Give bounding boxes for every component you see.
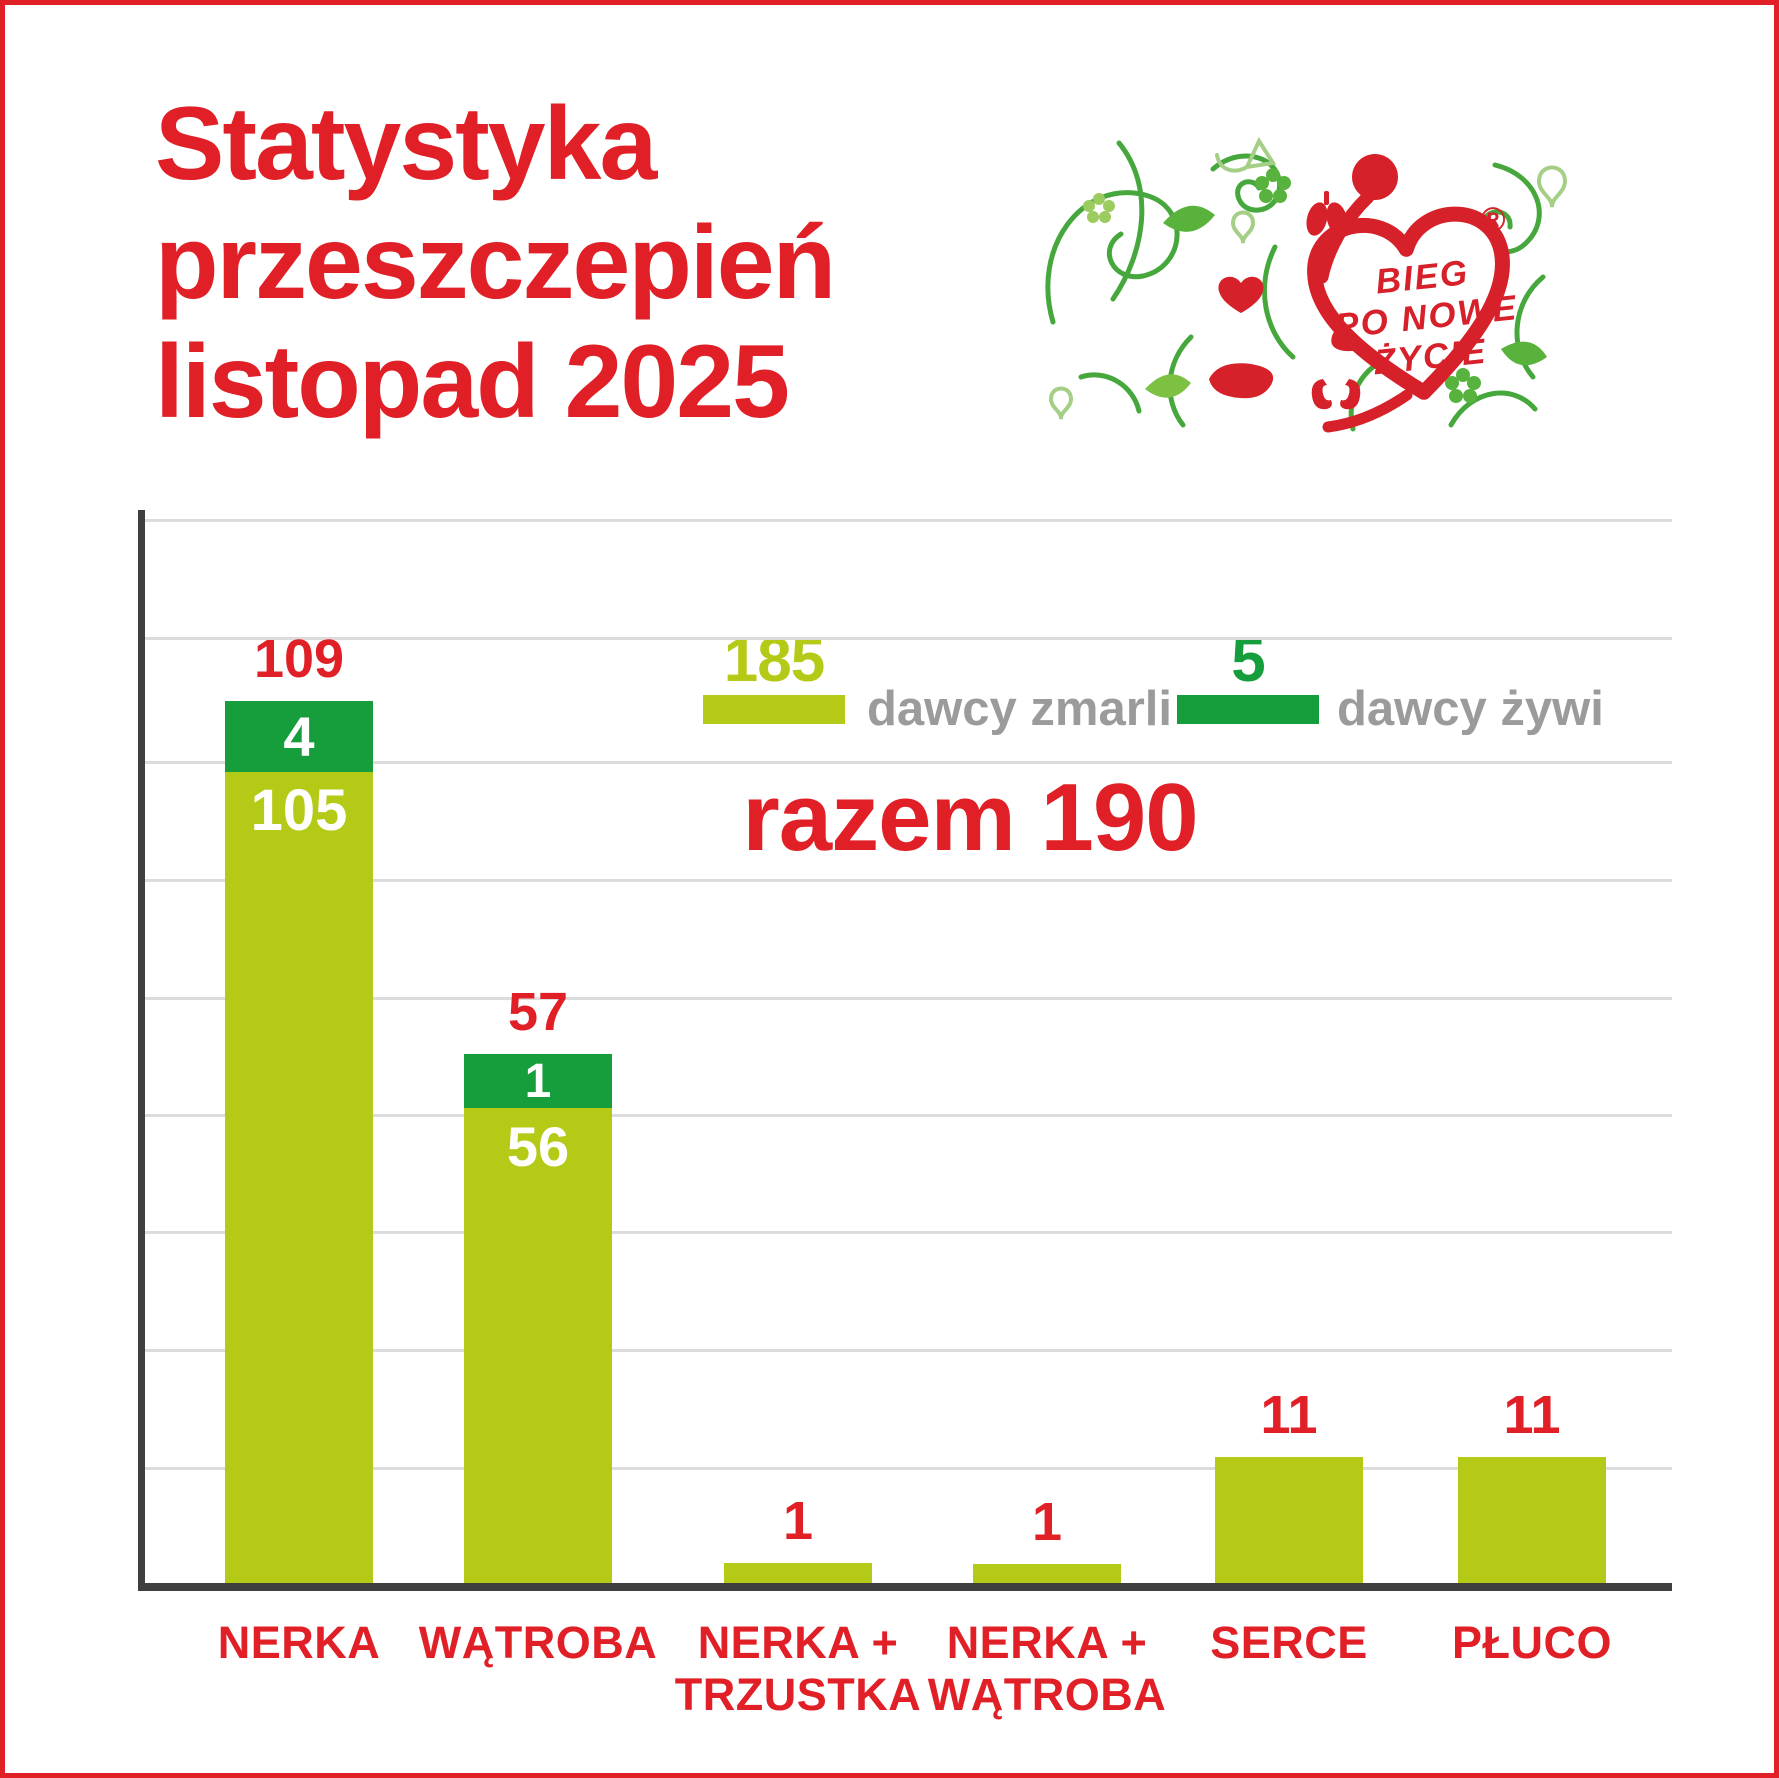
gridline <box>145 761 1672 764</box>
bar-segment-living-WĄTROBA <box>464 1054 612 1108</box>
bar-total-label: 11 <box>1503 1385 1561 1445</box>
legend-label-deceased: dawcy zmarli <box>867 682 1173 736</box>
category-label-SERCE: SERCE <box>1149 1617 1429 1669</box>
category-label-NERKA: NERKA <box>159 1617 439 1669</box>
title-line-3: listopad 2025 <box>155 324 790 440</box>
logo-text-line-1: BIEG <box>1374 253 1471 302</box>
bieg-po-nowe-zycie-logo: ® BIEG PO NOWE ŻYCIE <box>1045 136 1568 433</box>
gridline <box>145 637 1672 640</box>
category-label-line: WĄTROBA <box>418 1617 658 1668</box>
category-label-line: NERKA + <box>946 1617 1148 1668</box>
bar-segment-deceased-NERKA <box>225 772 373 1583</box>
category-label-line: NERKA + <box>697 1617 899 1668</box>
gridline <box>145 1114 1672 1117</box>
title-line-2: przeszczepień <box>155 205 836 321</box>
grand-total: razem 190 <box>742 764 1198 871</box>
bar-segment-living-NERKA <box>225 701 373 772</box>
gridline <box>145 879 1672 882</box>
legend-swatch-deceased <box>703 695 845 724</box>
heart-organ-icon <box>1218 276 1264 313</box>
bar-value-deceased: 105 <box>250 777 348 843</box>
gridline <box>145 1231 1672 1234</box>
bar-segment-deceased-WĄTROBA <box>464 1108 612 1583</box>
bar-total-label: 1 <box>782 1491 814 1551</box>
bar-segment-deceased-SERCE <box>1215 1457 1363 1583</box>
registered-mark: ® <box>1480 201 1505 239</box>
bar-value-deceased: 56 <box>506 1114 570 1178</box>
bar-value-living: 1 <box>524 1054 552 1108</box>
gridline <box>145 519 1672 522</box>
bar-value-living: 4 <box>283 705 315 768</box>
gridline <box>145 997 1672 1000</box>
title-line-1: Statystyka <box>155 86 657 202</box>
category-label-WĄTROBA: WĄTROBA <box>398 1617 678 1669</box>
category-label-PŁUCO: PŁUCO <box>1392 1617 1672 1669</box>
bar-segment-deceased-NERKA + WĄTROBA <box>973 1564 1121 1583</box>
category-label-line: SERCE <box>1210 1617 1368 1668</box>
bar-total-label: 1 <box>1031 1492 1063 1552</box>
legend-label-living: dawcy żywi <box>1337 682 1604 736</box>
page-title: Statystyka przeszczepień listopad 2025 <box>155 85 836 442</box>
category-label-line: PŁUCO <box>1452 1617 1612 1668</box>
bar-total-label: 57 <box>507 982 569 1042</box>
bar-segment-deceased-NERKA + TRZUSTKA <box>724 1563 872 1583</box>
category-label-line: WĄTROBA <box>927 1669 1167 1720</box>
x-axis <box>138 1583 1672 1591</box>
kidneys-icon <box>1311 379 1361 410</box>
category-label-NERKA + WĄTROBA: NERKA + WĄTROBA <box>907 1617 1187 1721</box>
bar-total-label: 109 <box>253 629 345 689</box>
y-axis <box>138 510 145 1591</box>
category-label-line: TRZUSTKA <box>674 1669 922 1720</box>
bar-total-label: 11 <box>1260 1385 1318 1445</box>
category-label-line: NERKA <box>217 1617 381 1668</box>
gridline <box>145 1467 1672 1470</box>
legend-swatch-living <box>1177 695 1319 724</box>
floral-light-swirls-icon <box>1049 136 1568 420</box>
gridline <box>145 1349 1672 1352</box>
liver-icon <box>1209 363 1274 399</box>
bar-segment-deceased-PŁUCO <box>1458 1457 1606 1583</box>
category-label-NERKA + TRZUSTKA: NERKA + TRZUSTKA <box>658 1617 938 1721</box>
logo-heart-icon: ® BIEG PO NOWE ŻYCIE <box>1307 154 1520 433</box>
leaves-flowers-icon <box>1083 168 1547 403</box>
